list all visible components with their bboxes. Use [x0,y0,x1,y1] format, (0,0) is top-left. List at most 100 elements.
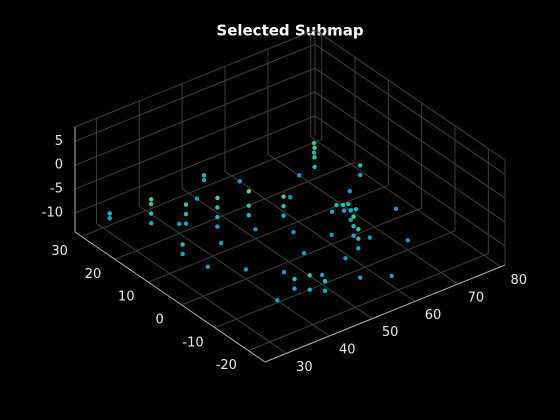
point [215,214,220,220]
point [358,275,363,280]
point [340,202,346,208]
point [275,298,280,303]
point [347,189,352,194]
grid-line [114,57,356,260]
x-axis [264,264,506,363]
point [246,213,252,218]
point [405,238,411,243]
point [107,215,112,221]
point [348,217,353,223]
point [353,207,359,212]
point [356,236,361,241]
grid-line [310,31,501,268]
point [358,172,363,178]
point [351,233,356,238]
point [346,201,351,207]
point [312,164,317,170]
point [348,208,353,213]
point [367,235,372,240]
point [312,155,317,160]
point [177,221,182,227]
point [307,273,312,278]
point [351,223,356,229]
z-tick-label: -10 [42,205,63,220]
grid-line [267,49,459,285]
point [356,226,361,232]
point [311,150,317,155]
point [246,189,252,194]
y-tick-label: -10 [182,335,203,350]
point [329,209,335,214]
point [281,213,286,218]
point [292,286,297,291]
grid-line [148,80,389,283]
point [243,267,249,272]
y-tick-label: -20 [216,358,237,373]
point [148,197,154,202]
point [291,229,296,235]
point [288,194,293,200]
point [218,240,224,246]
point [292,276,297,282]
point [358,163,363,168]
point [148,211,154,216]
point [281,194,286,199]
point [183,211,189,217]
point [307,287,312,292]
x-tick-label: 70 [468,291,485,306]
y-tick-label: 10 [118,290,135,305]
point [246,203,252,208]
x-tick-label: 80 [510,273,527,288]
point [389,273,394,279]
grid-line [214,125,456,329]
chart-title: Selected Submap [216,22,363,40]
y-axis [74,231,266,363]
point [201,173,207,178]
x-tick-label: 60 [425,308,442,323]
point [183,202,189,207]
point [301,251,307,256]
z-tick-label: 0 [55,158,63,173]
x-tick-label: 50 [382,325,399,340]
point [194,196,200,201]
x-tick-label: 30 [296,360,313,375]
y-tick-label: 30 [51,244,68,259]
x-tick-label: 40 [339,343,356,358]
point [148,201,154,207]
grid-line [138,101,330,337]
grid-line [248,148,489,352]
point [180,251,185,257]
point [329,232,334,238]
grid-line [181,102,423,306]
point [107,211,112,216]
grid-line [224,66,416,302]
point [215,205,220,210]
point [253,227,258,232]
point [341,208,347,213]
point [205,264,211,269]
point [319,272,325,278]
point [322,288,328,293]
point [343,256,348,261]
grid-line [95,118,287,354]
point [148,220,154,226]
point [334,203,339,208]
point [201,177,207,183]
point [311,140,317,146]
point [237,179,242,184]
z-tick-label: 5 [55,134,63,149]
point [183,221,189,226]
y-tick-label: 0 [156,312,164,327]
point [281,269,287,275]
y-tick-label: 20 [85,267,102,282]
point [281,203,286,209]
point [297,173,302,178]
point [393,206,399,212]
point [322,279,328,284]
point [215,195,220,201]
point [356,246,361,251]
point [215,224,220,229]
